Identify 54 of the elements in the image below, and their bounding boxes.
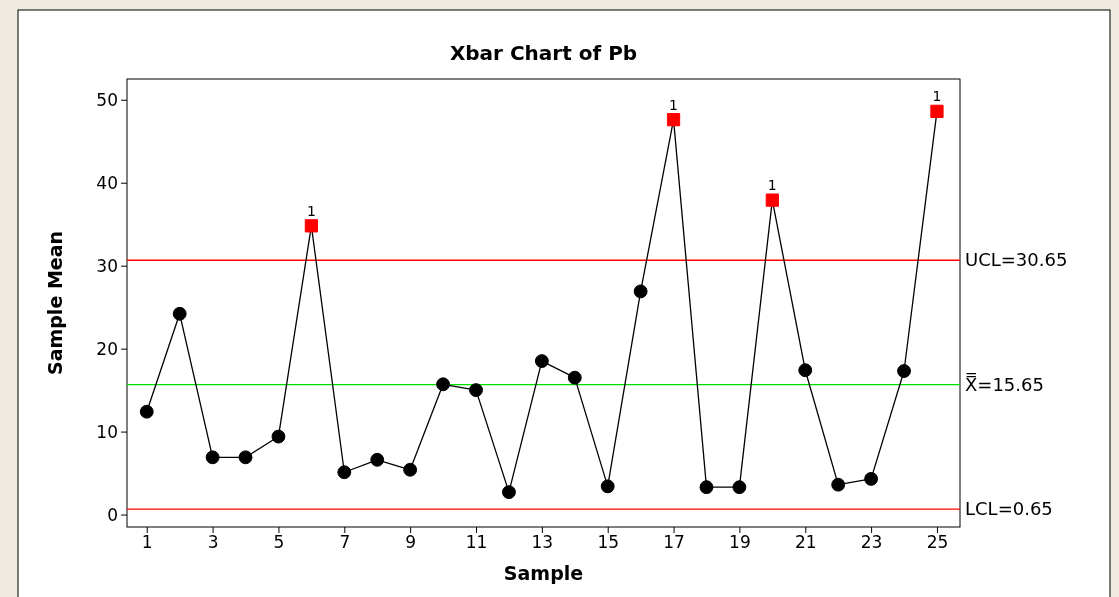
ref-line-label: UCL=30.65 [965, 249, 1068, 271]
point [897, 364, 911, 378]
chart-title: Xbar Chart of Pb [449, 41, 638, 65]
point [930, 104, 944, 118]
x-tick-label: 7 [339, 532, 351, 553]
point [831, 477, 846, 492]
point [436, 377, 451, 392]
point [172, 306, 187, 321]
y-tick-label: 0 [107, 504, 118, 525]
point [732, 480, 747, 495]
x-tick-label: 19 [729, 532, 751, 553]
x-tick-label: 23 [860, 532, 883, 553]
y-tick-label: 10 [96, 421, 118, 442]
point [534, 354, 549, 368]
ref-line-label: X̿=15.65 [965, 372, 1044, 395]
annotation: 1 [767, 177, 777, 194]
point [666, 113, 681, 127]
x-axis-title: Sample [503, 562, 584, 584]
point [469, 383, 483, 398]
point [864, 471, 879, 486]
point [502, 485, 516, 500]
x-tick-label: 11 [465, 532, 488, 553]
point [337, 465, 352, 480]
x-tick-label: 3 [207, 532, 219, 553]
y-tick-label: 50 [96, 89, 118, 110]
x-tick-label: 13 [531, 532, 554, 553]
point [238, 450, 253, 465]
x-tick-label: 5 [273, 532, 285, 553]
y-axis-title: Sample Mean [44, 230, 66, 376]
x-tick-label: 25 [926, 532, 949, 553]
point [600, 479, 615, 494]
annotation: 1 [669, 96, 679, 113]
point [271, 429, 286, 444]
y-tick-label: 40 [96, 172, 118, 193]
point [567, 370, 582, 385]
point [765, 193, 779, 207]
annotation: 1 [306, 202, 316, 219]
y-tick-label: 20 [96, 338, 118, 359]
ref-line-label: LCL=0.65 [965, 498, 1053, 520]
point [403, 462, 418, 477]
point [699, 480, 714, 495]
annotation: 1 [932, 88, 942, 105]
y-tick-label: 30 [96, 255, 118, 276]
x-tick-label: 15 [597, 532, 620, 553]
point [304, 219, 318, 233]
point [798, 363, 813, 378]
point [370, 452, 385, 467]
x-tick-label: 17 [663, 532, 685, 553]
point [139, 404, 154, 419]
point [633, 284, 648, 299]
point [205, 450, 220, 465]
x-tick-label: 21 [794, 532, 817, 553]
x-tick-label: 9 [405, 532, 417, 553]
x-tick-label: 1 [141, 532, 153, 553]
